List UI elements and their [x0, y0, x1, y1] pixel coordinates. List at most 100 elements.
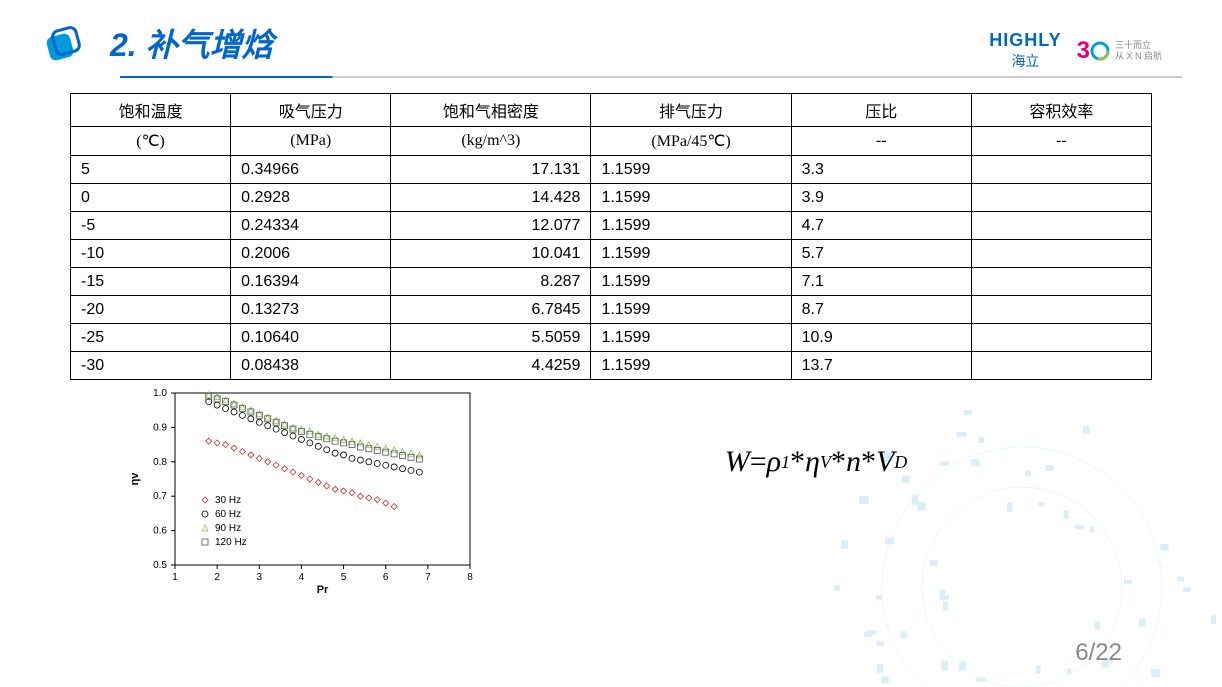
th-eff: 容积效率	[971, 94, 1151, 127]
table-cell: -5	[71, 212, 231, 240]
th-ratio: 压比	[791, 94, 971, 127]
table-row: 50.3496617.1311.15993.3	[71, 156, 1152, 184]
table-cell: -10	[71, 240, 231, 268]
page-number: 6/22	[1075, 639, 1122, 667]
svg-text:0.6: 0.6	[153, 526, 167, 537]
svg-text:4: 4	[299, 572, 305, 583]
svg-text:1.0: 1.0	[153, 388, 167, 399]
formula-star1: *	[790, 445, 805, 479]
svg-text:6: 6	[383, 572, 389, 583]
table-cell: 13.7	[791, 352, 971, 380]
table-cell: 5.7	[791, 240, 971, 268]
table-cell: 0.2006	[231, 240, 391, 268]
table-units-row: (℃) (MPa) (kg/m^3) (MPa/45℃) -- --	[71, 127, 1152, 156]
formula-subD: D	[894, 452, 907, 473]
svg-text:2: 2	[214, 572, 220, 583]
table-cell: 8.287	[391, 268, 591, 296]
page-title: 2. 补气增焓	[110, 20, 274, 66]
table-cell: 17.131	[391, 156, 591, 184]
svg-text:0.8: 0.8	[153, 457, 167, 468]
efficiency-chart: 123456780.50.60.70.80.91.0Prηv30 Hz60 Hz…	[120, 385, 480, 595]
table-cell: 1.1599	[591, 184, 791, 212]
svg-text:7: 7	[425, 572, 431, 583]
formula-eq: =	[750, 445, 767, 479]
svg-text:0.7: 0.7	[153, 491, 167, 502]
page-current: 6	[1075, 639, 1088, 666]
th-density: 饱和气相密度	[391, 94, 591, 127]
anniv-0-icon	[1090, 37, 1110, 64]
svg-text:90 Hz: 90 Hz	[215, 523, 241, 534]
table-cell: 7.1	[791, 268, 971, 296]
table-cell	[971, 296, 1151, 324]
table-cell: 10.041	[391, 240, 591, 268]
formula-eta: η	[805, 445, 820, 479]
table-row: -200.132736.78451.15998.7	[71, 296, 1152, 324]
table-cell	[971, 184, 1151, 212]
formula-star2: *	[831, 445, 846, 479]
th-discharge: 排气压力	[591, 94, 791, 127]
table-cell: 3.9	[791, 184, 971, 212]
formula-subV: V	[820, 452, 831, 473]
anniversary-logo: 3 三十而立 从 X N 启航	[1077, 37, 1162, 65]
table-cell: 12.077	[391, 212, 591, 240]
unit-discharge: (MPa/45℃)	[591, 127, 791, 156]
formula-W: W	[725, 445, 750, 479]
table-row: -300.084384.42591.159913.7	[71, 352, 1152, 380]
table-cell: 8.7	[791, 296, 971, 324]
logo-icon	[40, 23, 90, 63]
unit-eff: --	[971, 127, 1151, 156]
table-cell: 10.9	[791, 324, 971, 352]
table-cell: 0.2928	[231, 184, 391, 212]
table-cell: 0.34966	[231, 156, 391, 184]
formula-rho: ρ	[767, 445, 781, 479]
table-cell	[971, 240, 1151, 268]
table-cell: -25	[71, 324, 231, 352]
th-temp: 饱和温度	[71, 94, 231, 127]
table-cell: 1.1599	[591, 268, 791, 296]
svg-text:0.9: 0.9	[153, 422, 167, 433]
brand-logo: HIGHLY 海立	[989, 30, 1061, 71]
table-cell: 1.1599	[591, 212, 791, 240]
table-cell: -20	[71, 296, 231, 324]
table-cell: 0.16394	[231, 268, 391, 296]
table-cell: 6.7845	[391, 296, 591, 324]
unit-ratio: --	[791, 127, 971, 156]
table-cell: 1.1599	[591, 296, 791, 324]
table-cell	[971, 212, 1151, 240]
table-body: 50.3496617.1311.15993.300.292814.4281.15…	[71, 156, 1152, 380]
page-total: 22	[1095, 639, 1122, 666]
table-cell: 0	[71, 184, 231, 212]
table-cell: 3.3	[791, 156, 971, 184]
table-cell: 4.7	[791, 212, 971, 240]
svg-text:1: 1	[172, 572, 178, 583]
header: 2. 补气增焓 HIGHLY 海立 3 三十而立 从 X N 启航	[0, 0, 1222, 76]
table-cell	[971, 268, 1151, 296]
table-cell: 0.08438	[231, 352, 391, 380]
unit-suction: (MPa)	[231, 127, 391, 156]
data-table: 饱和温度 吸气压力 饱和气相密度 排气压力 压比 容积效率 (℃) (MPa) …	[70, 93, 1152, 380]
table-cell: -15	[71, 268, 231, 296]
formula-sub1: 1	[781, 452, 790, 473]
formula: W = ρ1 * ηV * n * VD	[480, 385, 1152, 479]
brand-en: HIGHLY	[989, 30, 1061, 51]
table-row: -50.2433412.0771.15994.7	[71, 212, 1152, 240]
table-cell	[971, 324, 1151, 352]
table-cell: 4.4259	[391, 352, 591, 380]
table-cell: 1.1599	[591, 156, 791, 184]
svg-text:60 Hz: 60 Hz	[215, 509, 241, 520]
formula-star3: *	[861, 445, 876, 479]
data-table-wrap: 饱和温度 吸气压力 饱和气相密度 排气压力 压比 容积效率 (℃) (MPa) …	[0, 93, 1222, 380]
table-cell: 14.428	[391, 184, 591, 212]
brand-cn: 海立	[989, 51, 1061, 71]
table-cell: 0.13273	[231, 296, 391, 324]
svg-text:30 Hz: 30 Hz	[215, 495, 241, 506]
table-cell	[971, 156, 1151, 184]
anniv-text: 三十而立 从 X N 启航	[1115, 40, 1162, 62]
table-cell: 0.24334	[231, 212, 391, 240]
svg-text:120 Hz: 120 Hz	[215, 537, 247, 548]
table-cell: 0.10640	[231, 324, 391, 352]
svg-text:3: 3	[257, 572, 263, 583]
bottom-area: 123456780.50.60.70.80.91.0Prηv30 Hz60 Hz…	[0, 380, 1222, 595]
table-cell: 1.1599	[591, 352, 791, 380]
unit-temp: (℃)	[71, 127, 231, 156]
